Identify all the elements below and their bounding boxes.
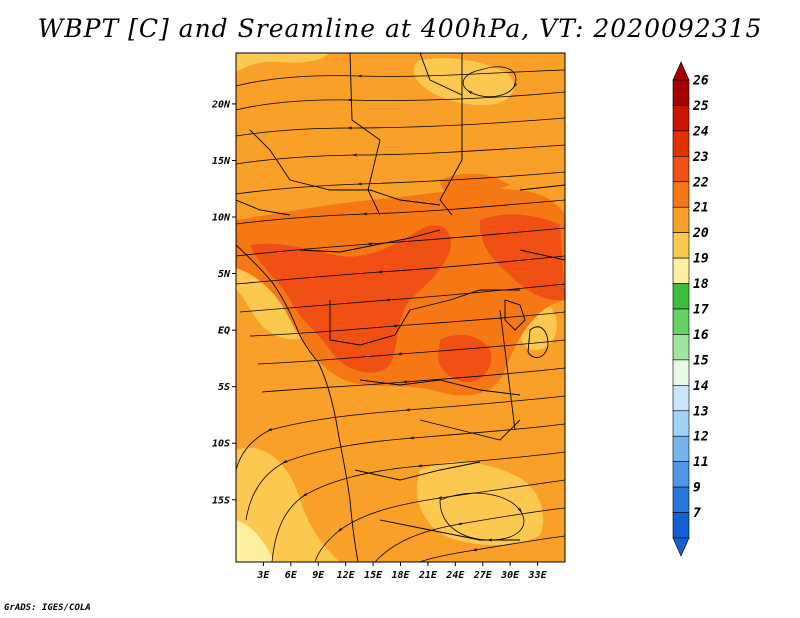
colorbar-label: 15 bbox=[693, 353, 709, 368]
colorbar-label: 12 bbox=[693, 430, 709, 445]
colorbar-label: 13 bbox=[693, 404, 709, 419]
lat-tick-label: 10S bbox=[212, 439, 230, 450]
lon-tick-label: 33E bbox=[528, 570, 548, 581]
colorbar-swatch bbox=[672, 283, 690, 310]
colorbar-swatch bbox=[672, 257, 690, 284]
country-borders bbox=[236, 53, 565, 562]
grads-credit: GrADS: IGES/COLA bbox=[4, 603, 91, 613]
colorbar-swatch bbox=[672, 79, 690, 106]
colorbar-label: 21 bbox=[692, 201, 709, 216]
lat-tick-label: 15N bbox=[212, 156, 231, 167]
colorbar-label: 22 bbox=[692, 175, 709, 190]
colorbar-label: 26 bbox=[692, 74, 709, 89]
colorbar-label: 17 bbox=[693, 303, 709, 318]
colorbar-label: 19 bbox=[693, 252, 709, 267]
colorbar-swatch bbox=[672, 410, 690, 437]
chart-title: WBPT [C] and Sreamline at 400hPa, VT: 20… bbox=[37, 14, 763, 43]
lat-tick-label: 20N bbox=[211, 99, 231, 110]
colorbar-swatch bbox=[672, 334, 690, 361]
colorbar-label: 25 bbox=[692, 99, 709, 114]
lon-tick-label: 6E bbox=[285, 570, 298, 581]
colorbar-label: 16 bbox=[693, 328, 709, 343]
colorbar-label: 20 bbox=[692, 226, 709, 241]
lon-tick-label: 27E bbox=[473, 570, 493, 581]
field-region-23-core bbox=[250, 225, 451, 373]
lon-tick-label: 21E bbox=[418, 570, 438, 581]
colorbar-swatch bbox=[672, 512, 690, 539]
colorbar-swatch bbox=[672, 461, 690, 488]
lon-tick-label: 18E bbox=[391, 570, 410, 581]
colorbar-top-arrow bbox=[672, 61, 690, 81]
field-region-22-northeast bbox=[440, 173, 510, 200]
colorbar-swatch bbox=[672, 486, 690, 513]
field-region-23-east bbox=[479, 214, 565, 301]
colorbar-label: 11 bbox=[693, 455, 709, 470]
colorbar-label: 7 bbox=[693, 506, 701, 521]
colorbar-swatch bbox=[672, 435, 690, 462]
field-region-19-southwest bbox=[236, 520, 274, 562]
map-field bbox=[236, 53, 565, 562]
lat-tick-label: EQ bbox=[218, 326, 230, 337]
streamlines bbox=[236, 66, 565, 562]
colorbar-label: 9 bbox=[693, 481, 701, 496]
lon-tick-label: 30E bbox=[500, 570, 520, 581]
lon-tick-label: 12E bbox=[337, 570, 356, 581]
colorbar-label: 24 bbox=[692, 124, 709, 139]
lat-tick-label: 5N bbox=[218, 269, 231, 280]
latitude-axis: 20N 15N 10N 5N EQ 5S 10S 15S bbox=[211, 99, 236, 506]
colorbar-label: 18 bbox=[693, 277, 709, 292]
field-region-23-southeast bbox=[438, 334, 492, 383]
colorbar-swatch bbox=[672, 156, 690, 183]
colorbar: 26 25 24 23 22 21 20 19 18 17 16 15 14 13 12 11 9 7 bbox=[672, 61, 709, 557]
field-region-20-north bbox=[236, 53, 330, 72]
longitude-axis: 3E 6E 9E 12E 15E 18E 21E 24E 27E 30E 33E bbox=[256, 562, 548, 581]
lon-tick-label: 9E bbox=[312, 570, 325, 581]
colorbar-swatch bbox=[672, 130, 690, 157]
colorbar-label: 23 bbox=[692, 150, 709, 165]
lat-tick-label: 10N bbox=[212, 213, 231, 224]
lat-tick-label: 5S bbox=[218, 382, 230, 393]
colorbar-swatch bbox=[672, 385, 690, 412]
colorbar-swatch bbox=[672, 308, 690, 335]
lat-tick-label: 15S bbox=[212, 495, 230, 506]
colorbar-swatch bbox=[672, 206, 690, 233]
colorbar-swatch bbox=[672, 105, 690, 132]
colorbar-swatch bbox=[672, 359, 690, 386]
colorbar-swatch bbox=[672, 232, 690, 259]
lon-tick-label: 15E bbox=[364, 570, 383, 581]
colorbar-swatch bbox=[672, 181, 690, 208]
lon-tick-label: 24E bbox=[445, 570, 465, 581]
lon-tick-label: 3E bbox=[256, 570, 270, 581]
colorbar-label: 14 bbox=[693, 379, 709, 394]
colorbar-bottom-arrow bbox=[672, 537, 690, 557]
field-region-20-southwest bbox=[236, 447, 340, 562]
